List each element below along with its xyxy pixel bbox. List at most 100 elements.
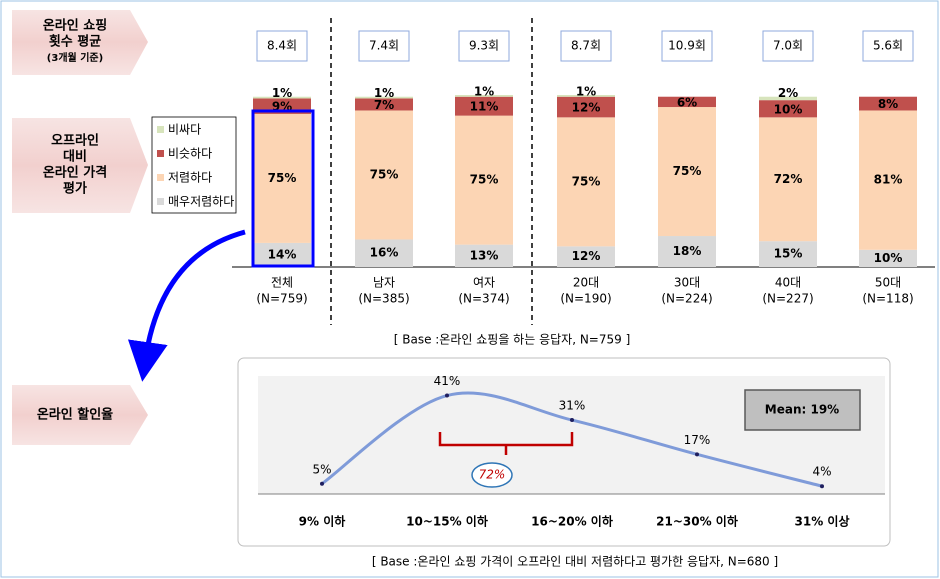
pointer-arrow (127, 229, 246, 382)
x-tick-note: (N=190) (560, 292, 611, 306)
count-label: 5.6회 (873, 39, 903, 53)
value-label: 12% (572, 249, 601, 263)
bar-segment (557, 95, 615, 97)
legend (151, 116, 237, 214)
x-tick-note: (N=227) (762, 292, 813, 306)
value-label: 75% (268, 171, 297, 185)
legend-label: 비싸다 (168, 123, 201, 137)
x-tick-label: 9% 이하 (299, 514, 346, 529)
count-box (762, 30, 814, 62)
value-label: 12% (572, 101, 601, 115)
bar-segment (557, 96, 615, 118)
legend-swatch (157, 174, 164, 181)
bar-segment (455, 115, 513, 245)
bar-segment (455, 96, 513, 116)
mean-label: Mean: 19% (765, 403, 839, 417)
side-label: 평가 (63, 181, 87, 197)
bar-segment (759, 241, 817, 267)
count-label: 8.4회 (267, 39, 297, 53)
x-tick-label: 20대 (573, 276, 599, 290)
count-label: 10.9회 (668, 39, 706, 53)
bracket-callout (471, 462, 513, 488)
bracket (438, 432, 574, 455)
note: [ Base :온라인 쇼핑을 하는 응답자, N=759 ] (394, 333, 631, 347)
side-label: (3개월 기준) (47, 51, 103, 64)
value-label: 4% (812, 465, 831, 479)
bar-segment (455, 95, 513, 97)
side-label: 오프라인 (51, 133, 99, 149)
side-label: 횟수 평균 (49, 34, 101, 50)
point (445, 393, 449, 398)
bar-segment (355, 110, 413, 240)
x-tick-note: (N=118) (862, 292, 913, 306)
x-tick-label: 16~20% 이하 (531, 514, 613, 529)
value-label: 14% (268, 247, 297, 261)
bar-segment (859, 110, 917, 250)
value-label: 81% (874, 173, 903, 187)
side-arrow (12, 385, 148, 445)
value-label: 1% (576, 85, 596, 99)
bracket-label: 72% (479, 468, 506, 482)
count-box (661, 30, 713, 62)
value-label: 75% (470, 173, 499, 187)
x-tick-label: 여자 (473, 276, 495, 290)
x-tick-label: 30대 (674, 276, 700, 290)
bar-segment (253, 242, 311, 267)
side-label: 온라인 가격 (43, 165, 107, 181)
x-tick-note: (N=759) (256, 292, 307, 306)
count-label: 7.0회 (773, 39, 803, 53)
legend-swatch (157, 198, 164, 205)
point (570, 418, 574, 423)
count-box (560, 30, 612, 62)
mean-box (744, 389, 861, 431)
x-tick-label: 31% 이상 (795, 514, 850, 529)
value-label: 31% (559, 399, 586, 413)
bar-segment (859, 249, 917, 267)
bar-segment (355, 239, 413, 267)
value-label: 16% (370, 246, 399, 260)
count-label: 7.4회 (369, 39, 399, 53)
bar-segment (455, 244, 513, 267)
bar-segment (658, 96, 716, 108)
value-label: 1% (374, 86, 394, 100)
side-arrow (12, 118, 148, 213)
legend-label: 매우저렴하다 (168, 195, 234, 209)
value-label: 5% (312, 462, 331, 476)
highlight (251, 109, 315, 268)
x-tick-label: 40대 (775, 276, 801, 290)
value-label: 11% (470, 100, 499, 114)
count-box (862, 30, 914, 62)
value-label: 1% (272, 86, 292, 100)
side-arrow (12, 10, 148, 75)
bar-segment (759, 96, 817, 101)
legend-swatch (157, 150, 164, 157)
value-label: 75% (572, 174, 601, 188)
side-label: 대비 (63, 150, 87, 165)
side-label: 온라인 쇼핑 (43, 18, 107, 34)
bar-segment (658, 236, 716, 267)
x-tick-note: (N=224) (661, 292, 712, 306)
count-label: 9.3회 (469, 39, 499, 53)
bar-segment (658, 107, 716, 237)
legend-label: 저렴하다 (168, 171, 212, 185)
bar-segment (759, 100, 817, 118)
bar-segment (557, 117, 615, 247)
value-label: 17% (684, 433, 711, 447)
x-tick-note: (N=385) (358, 292, 409, 306)
bar-segment (253, 96, 311, 99)
bar-segment (253, 113, 311, 243)
x-tick-label: 남자 (373, 276, 395, 290)
legend-label: 비슷하다 (168, 147, 212, 161)
value-label: 72% (774, 172, 803, 186)
side-label: 온라인 할인율 (37, 407, 113, 423)
count-box (358, 30, 410, 62)
x-tick-label: 50대 (875, 276, 901, 290)
value-label: 8% (878, 97, 898, 111)
value-label: 7% (374, 98, 394, 112)
x-tick-label: 10~15% 이하 (406, 514, 488, 529)
bar-segment (557, 246, 615, 267)
value-label: 13% (470, 248, 499, 262)
legend-swatch (157, 126, 164, 133)
